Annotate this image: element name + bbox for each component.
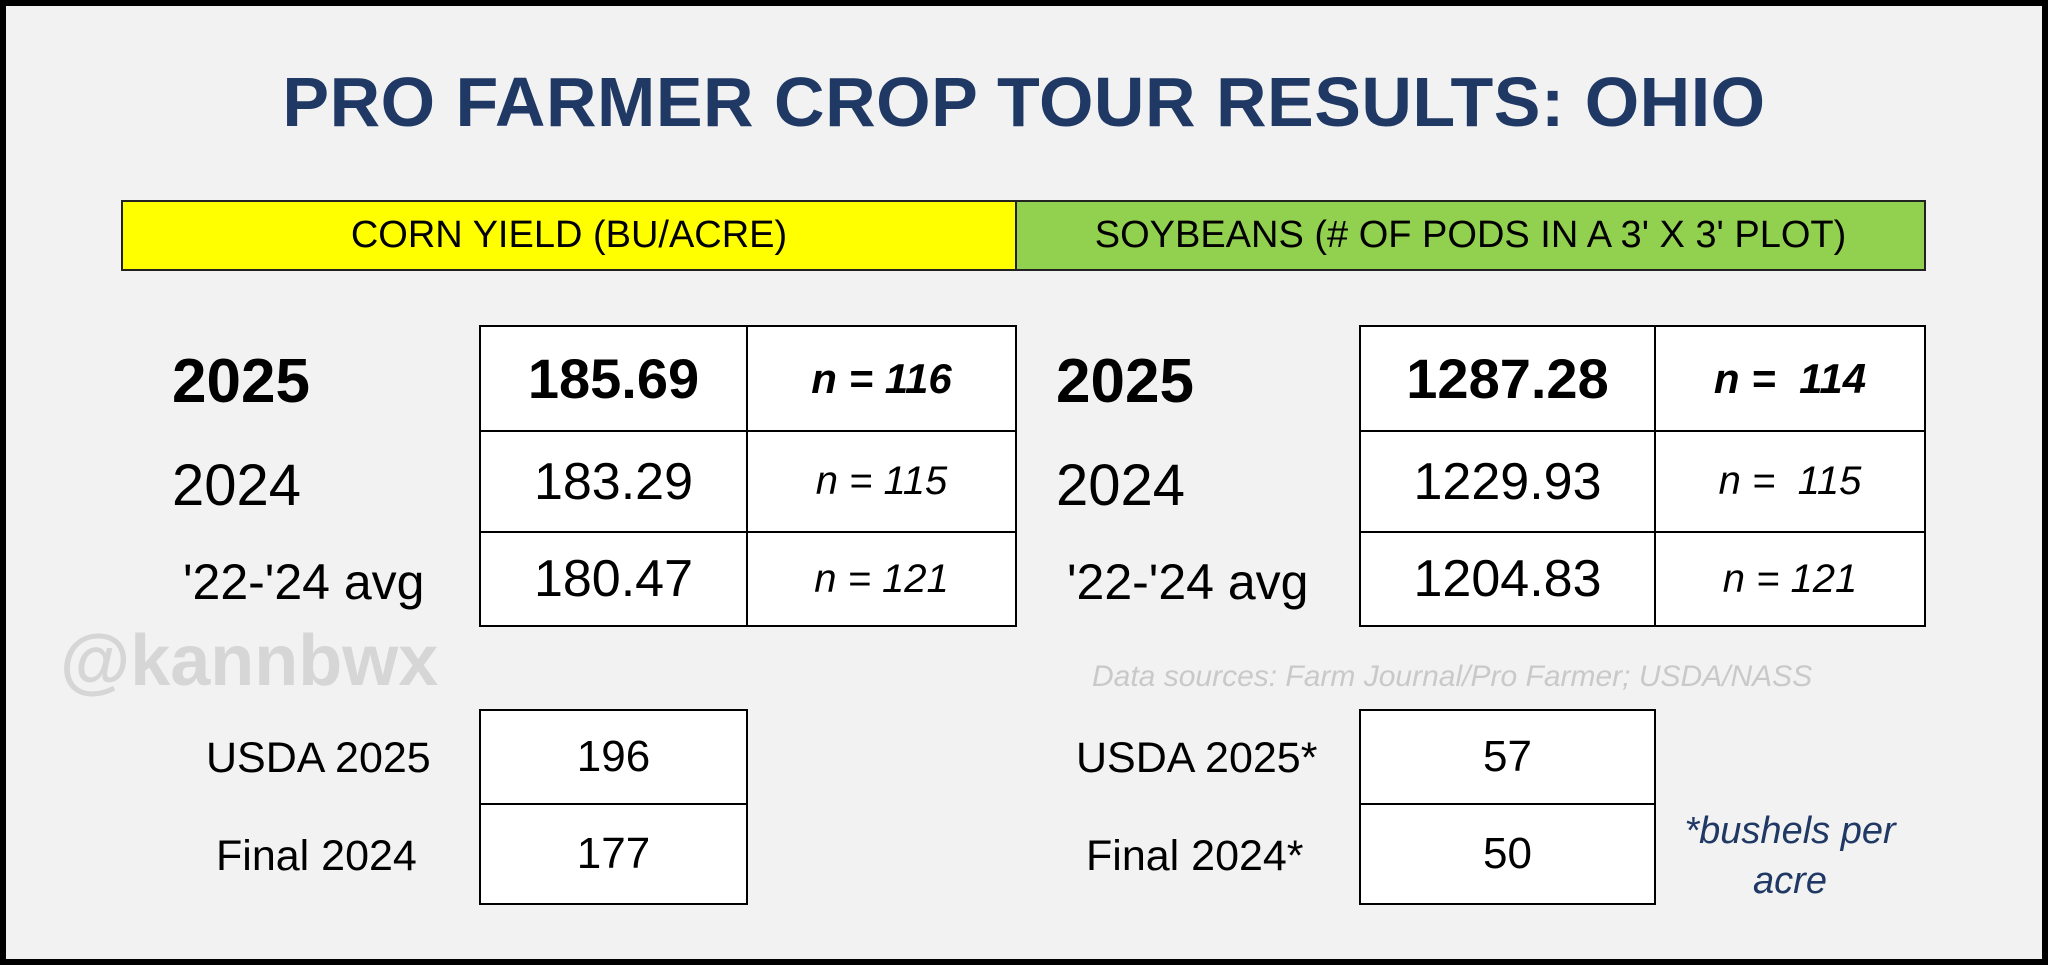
soy-usda-2025-value: 57: [1483, 732, 1532, 781]
corn-avg-n-cell: n = 121: [746, 531, 1017, 627]
corn-2024-n: n = 115: [815, 459, 948, 503]
corn-header-banner: CORN YIELD (BU/ACRE): [121, 200, 1017, 271]
soy-2024-value: 1229.93: [1413, 452, 1602, 511]
corn-2024-n-cell: n = 115: [746, 430, 1017, 533]
data-sources-note: Data sources: Farm Journal/Pro Farmer; U…: [1092, 660, 1813, 693]
corn-avg-value: 180.47: [533, 550, 694, 608]
corn-row-avg-label: '22-'24 avg: [183, 554, 425, 610]
corn-2025-n: n = 116: [811, 354, 952, 402]
soy-usda-2025-cell: 57: [1359, 709, 1656, 805]
corn-final-2024-label: Final 2024: [216, 832, 417, 880]
soybeans-header-banner: SOYBEANS (# OF PODS IN A 3' X 3' PLOT): [1015, 200, 1926, 271]
soy-final-2024-value: 50: [1483, 829, 1532, 878]
soy-row-avg-label: '22-'24 avg: [1067, 554, 1309, 610]
corn-2024-value-cell: 183.29: [479, 430, 748, 533]
soy-2024-n: n = 115: [1718, 459, 1862, 503]
corn-final-2024-value: 177: [576, 829, 651, 878]
page-title: PRO FARMER CROP TOUR RESULTS: OHIO: [282, 63, 1766, 141]
corn-header-label: CORN YIELD (BU/ACRE): [350, 214, 788, 256]
watermark: @kannbwx: [60, 621, 439, 701]
bushels-footnote: *bushels per acre: [1684, 810, 1896, 902]
soy-2024-n-cell: n = 115: [1654, 430, 1926, 533]
corn-usda-2025-label: USDA 2025: [206, 734, 431, 782]
soy-usda-2025-label: USDA 2025*: [1076, 734, 1318, 782]
soy-row-2025-label: 2025: [1056, 347, 1194, 416]
soy-2025-n-cell: n = 114: [1654, 325, 1926, 432]
soy-final-2024-label: Final 2024*: [1086, 832, 1304, 880]
soybeans-header-label: SOYBEANS (# OF PODS IN A 3' X 3' PLOT): [1094, 214, 1847, 256]
corn-avg-n: n = 121: [814, 556, 949, 601]
corn-row-2025-label: 2025: [172, 347, 310, 416]
soy-2025-n: n = 114: [1713, 354, 1867, 402]
corn-row-2024-label: 2024: [172, 453, 302, 518]
soy-2025-value: 1287.28: [1406, 347, 1609, 410]
corn-2024-value: 183.29: [533, 452, 694, 511]
corn-usda-2025-value: 196: [576, 732, 651, 781]
corn-usda-2025-cell: 196: [479, 709, 748, 805]
soy-final-2024-cell: 50: [1359, 803, 1656, 905]
soy-avg-n: n = 121: [1722, 556, 1858, 601]
soy-2025-value-cell: 1287.28: [1359, 325, 1656, 432]
soy-avg-value-cell: 1204.83: [1359, 531, 1656, 627]
soy-2024-value-cell: 1229.93: [1359, 430, 1656, 533]
corn-final-2024-cell: 177: [479, 803, 748, 905]
corn-2025-value-cell: 185.69: [479, 325, 748, 432]
corn-2025-n-cell: n = 116: [746, 325, 1017, 432]
soy-avg-n-cell: n = 121: [1654, 531, 1926, 627]
corn-avg-value-cell: 180.47: [479, 531, 748, 627]
soy-avg-value: 1204.83: [1413, 550, 1602, 608]
corn-2025-value: 185.69: [527, 347, 700, 410]
soy-row-2024-label: 2024: [1056, 453, 1186, 518]
